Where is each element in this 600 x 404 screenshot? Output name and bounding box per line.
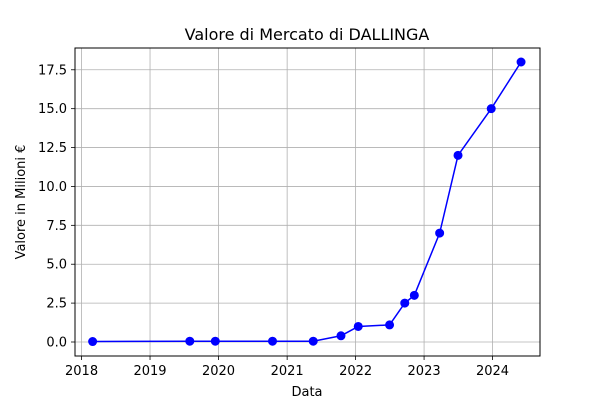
y-tick-label: 12.5 [38, 141, 67, 156]
data-point [185, 336, 195, 346]
x-tick-label: 2019 [133, 364, 166, 379]
x-tick-label: 2024 [476, 364, 509, 379]
y-tick-label: 17.5 [38, 63, 67, 78]
data-point [353, 321, 363, 331]
data-point [453, 150, 463, 160]
data-point [486, 104, 496, 114]
y-tick-label: 0.0 [46, 336, 67, 351]
y-tick-label: 5.0 [46, 258, 67, 273]
data-point [409, 290, 419, 300]
series-line [92, 61, 522, 343]
data-point [400, 298, 410, 308]
y-axis-label: Valore in Milioni € [14, 145, 29, 260]
x-tick-label: 2023 [408, 364, 441, 379]
x-tick-label: 2018 [65, 364, 98, 379]
x-tick-label: 2020 [202, 364, 235, 379]
data-point [268, 336, 278, 346]
data-point [88, 337, 98, 347]
data-point [336, 331, 346, 341]
y-tick-label: 7.5 [46, 219, 67, 234]
axis-ticks: 2018 2019 2020 2021 2022 2023 2024 0.0 2.5 5.0 7.5… [38, 63, 509, 379]
y-tick-label: 10.0 [38, 180, 67, 195]
y-tick-label: 15.0 [38, 102, 67, 117]
data-point [435, 228, 445, 238]
grid-lines [75, 48, 540, 356]
x-tick-label: 2022 [339, 364, 372, 379]
x-tick-label: 2021 [271, 364, 304, 379]
chart-title: Valore di Mercato di DALLINGA [185, 25, 430, 44]
data-point [210, 336, 220, 346]
data-point [385, 320, 395, 330]
y-tick-label: 2.5 [46, 297, 67, 312]
x-axis-label: Data [291, 385, 322, 400]
data-point [308, 336, 318, 346]
plot-area-frame [74, 47, 541, 357]
series-layer [88, 57, 526, 347]
data-point [516, 57, 526, 67]
